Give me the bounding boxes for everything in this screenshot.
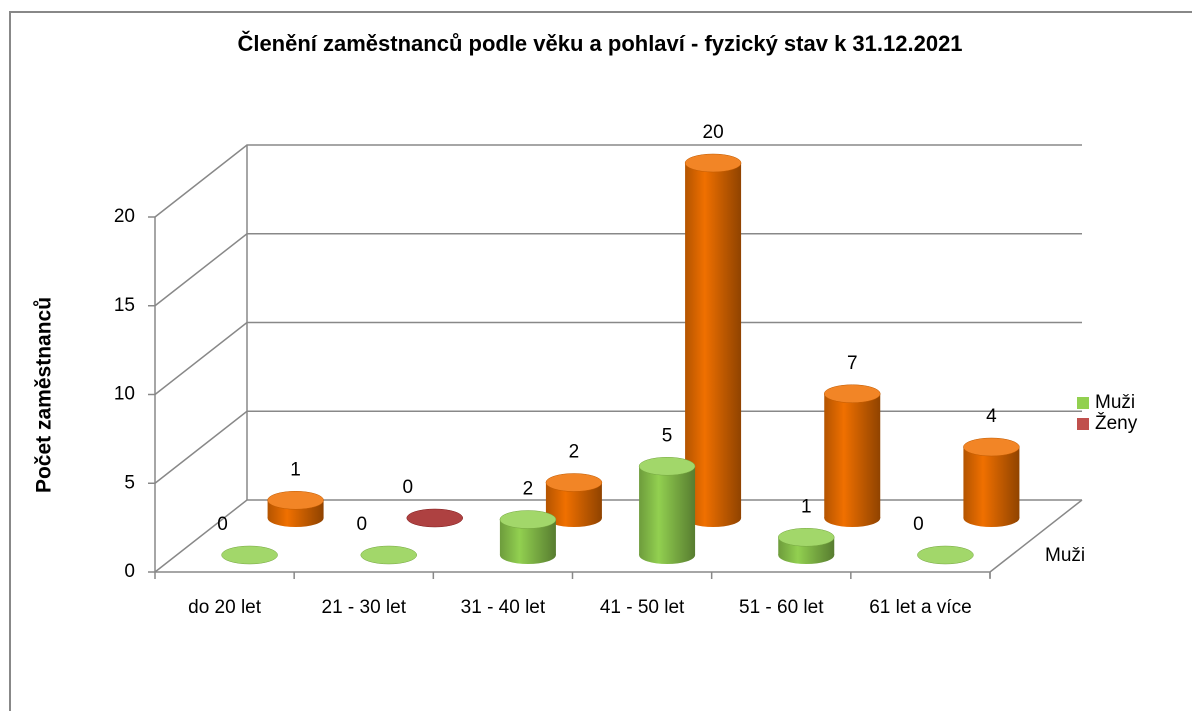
- x-tick-label: 51 - 60 let: [739, 597, 824, 618]
- data-label: 20: [703, 122, 724, 143]
- cylinder: [778, 528, 835, 564]
- chart-frame: [9, 11, 1192, 711]
- cylinder: [267, 491, 324, 527]
- cylinder-top: [360, 545, 417, 565]
- cylinder-top: [221, 545, 278, 565]
- data-label: 0: [402, 477, 413, 498]
- cylinder-body: [685, 163, 742, 518]
- y-tick-label: 15: [114, 295, 135, 316]
- grid-line: [154, 410, 1082, 484]
- legend-swatch: [1077, 397, 1089, 409]
- legend-label: Ženy: [1095, 412, 1138, 434]
- x-tick-label: 31 - 40 let: [461, 597, 546, 618]
- data-label: 0: [913, 514, 924, 535]
- x-tick-label: 61 let a více: [869, 597, 971, 618]
- cylinder: [917, 545, 974, 565]
- cylinder: [638, 457, 696, 564]
- grid-line: [154, 321, 1082, 396]
- legend-label: Muži: [1095, 392, 1135, 413]
- x-tick-label: 21 - 30 let: [322, 597, 407, 618]
- cylinder-body: [824, 393, 881, 518]
- cylinder-top: [917, 545, 974, 565]
- grid-line: [154, 144, 1082, 218]
- data-label: 1: [801, 496, 812, 517]
- y-tick-label: 5: [124, 472, 135, 493]
- cylinder: [360, 545, 417, 565]
- data-label: 1: [290, 459, 301, 480]
- data-label: 2: [523, 479, 534, 500]
- grid-line: [154, 499, 1082, 573]
- cylinder: [963, 437, 1020, 527]
- cylinder-top: [684, 153, 742, 173]
- data-label: 0: [217, 514, 228, 535]
- legend-swatch: [1077, 418, 1089, 430]
- cylinder-top: [267, 491, 324, 510]
- data-label: 5: [662, 425, 673, 446]
- cylinder: [406, 508, 463, 528]
- data-label: 2: [569, 442, 580, 463]
- chart-title: Členění zaměstnanců podle věku a pohlaví…: [237, 31, 962, 56]
- x-tick-label: 41 - 50 let: [600, 597, 685, 618]
- cylinder-top: [499, 510, 557, 529]
- cylinder: [221, 545, 278, 565]
- data-label: 0: [356, 514, 367, 535]
- cylinder: [824, 384, 881, 527]
- cylinder-top: [545, 473, 603, 492]
- cylinder-top: [778, 528, 835, 547]
- cylinder-top: [824, 384, 881, 403]
- cylinder: [684, 153, 742, 527]
- y-tick-label: 0: [124, 561, 135, 582]
- cylinder-body: [639, 466, 696, 555]
- y-tick-label: 10: [114, 384, 135, 405]
- cylinder-body: [963, 447, 1020, 518]
- grid-line: [154, 233, 1082, 307]
- cylinder: [545, 473, 603, 527]
- data-label: 4: [986, 406, 997, 427]
- cylinder-top: [963, 437, 1020, 457]
- cylinder-top: [406, 508, 463, 528]
- x-tick-label: do 20 let: [188, 597, 262, 618]
- y-tick-label: 20: [114, 206, 135, 227]
- cylinder: [499, 510, 557, 564]
- data-label: 7: [847, 353, 858, 374]
- cylinder-top: [638, 457, 696, 476]
- depth-label: Muži: [1045, 545, 1085, 566]
- y-axis-title: Počet zaměstnanců: [33, 297, 56, 493]
